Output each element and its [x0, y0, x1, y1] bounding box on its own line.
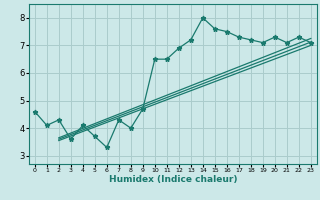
X-axis label: Humidex (Indice chaleur): Humidex (Indice chaleur) — [108, 175, 237, 184]
